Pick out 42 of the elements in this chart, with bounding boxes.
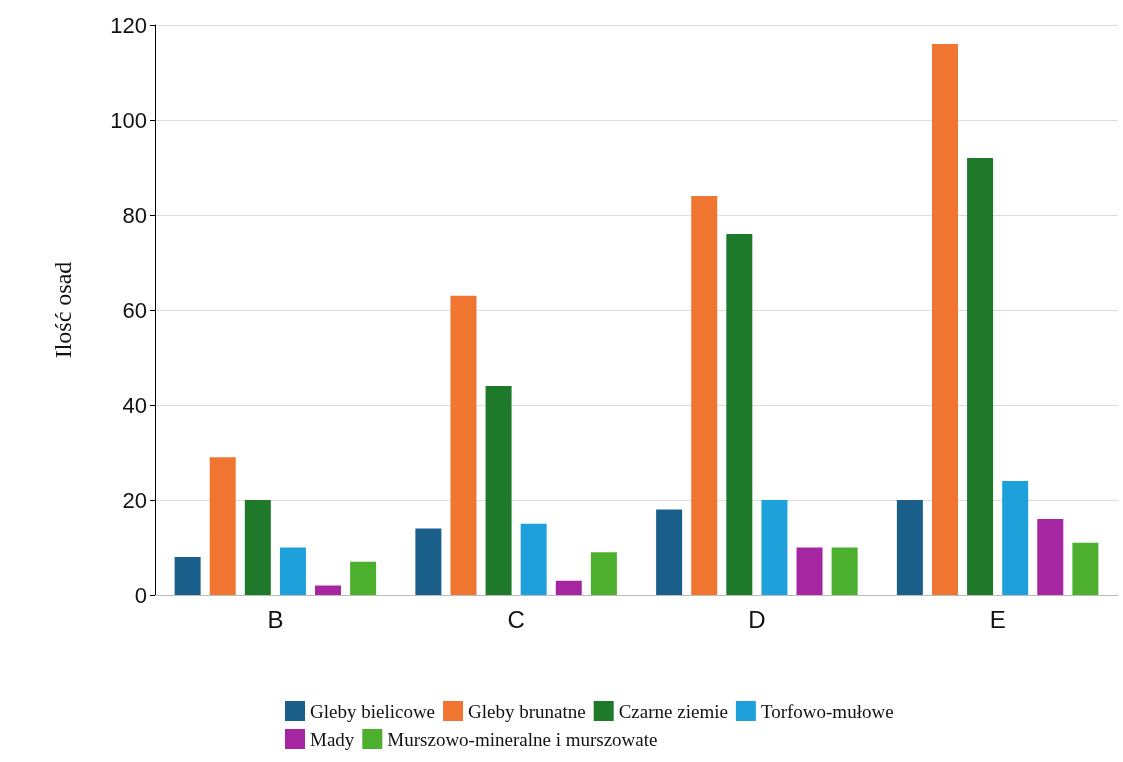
legend-label: Gleby brunatne xyxy=(468,700,586,722)
legend-label: Czarne ziemie xyxy=(618,700,728,722)
bar xyxy=(590,552,617,595)
bar xyxy=(279,547,306,595)
bar xyxy=(726,234,753,595)
legend-label: Murszowo-mineralne i murszowate xyxy=(387,728,658,750)
bar xyxy=(415,528,442,595)
bar xyxy=(174,557,201,595)
bar xyxy=(761,500,788,595)
y-tick-label: 120 xyxy=(110,12,147,38)
legend-label: Gleby bielicowe xyxy=(310,700,436,722)
bar xyxy=(796,547,823,595)
y-tick-label: 40 xyxy=(122,392,147,418)
y-tick-label: 80 xyxy=(122,202,147,228)
y-tick-label: 0 xyxy=(134,582,147,608)
bar xyxy=(967,158,994,595)
bar xyxy=(555,580,582,595)
y-tick-label: 60 xyxy=(122,297,147,323)
bar xyxy=(485,386,512,595)
legend-label: Torfowo-mułowe xyxy=(760,700,894,722)
x-tick-label: C xyxy=(507,605,525,633)
bar xyxy=(520,523,547,595)
x-tick-label: B xyxy=(267,605,284,633)
bar xyxy=(691,196,718,595)
y-tick-label: 20 xyxy=(122,487,147,513)
bar xyxy=(1002,481,1029,595)
bar xyxy=(350,561,377,595)
x-tick-label: E xyxy=(989,605,1006,633)
bar xyxy=(831,547,858,595)
y-tick-label: 100 xyxy=(110,107,147,133)
bar xyxy=(656,509,683,595)
bar xyxy=(209,457,236,595)
y-axis-title: Ilość osad xyxy=(50,261,76,359)
bar xyxy=(896,500,923,595)
bar xyxy=(1037,519,1064,595)
x-tick-label: D xyxy=(748,605,766,633)
bar xyxy=(244,500,271,595)
legend-label: Mady xyxy=(310,728,355,750)
bar xyxy=(931,44,958,595)
bar xyxy=(1072,542,1099,595)
bar xyxy=(450,295,477,595)
bar xyxy=(315,585,342,595)
